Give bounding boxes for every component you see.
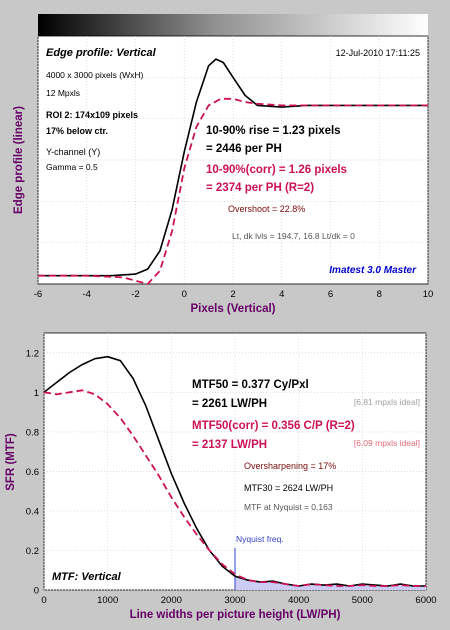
mtf-y-tick-label: 1.2 (26, 348, 39, 359)
mtf-x-axis-label: Line widths per picture height (LW/PH) (130, 609, 341, 621)
mtf50-lwph: = 2261 LW/PH (192, 398, 267, 410)
mtf-x-tick-label: 5000 (352, 595, 373, 606)
edge-x-tick-label: 6 (328, 289, 333, 300)
mtf-y-axis-label: SFR (MTF) (5, 433, 17, 491)
edge-x-tick-label: 0 (182, 289, 187, 300)
mtf-x-tick-label: 0 (41, 595, 46, 606)
edge-x-tick-label: 2 (230, 289, 235, 300)
nyquist-label: Nyquist freq. (236, 534, 284, 544)
mtf-y-tick-label: 1 (34, 388, 39, 399)
edge-x-tick-labels: -6 -4 -2 0 2 4 6 8 10 (34, 289, 434, 300)
edge-date: 12-Jul-2010 17:11:25 (336, 48, 420, 58)
edge-y-axis-label: Edge profile (linear) (13, 106, 25, 214)
mtf-x-tick-label: 3000 (224, 595, 245, 606)
mtf-series-measured (43, 355, 426, 587)
edge-x-tick-label: 4 (279, 289, 284, 300)
oversharpening: Oversharpening = 17% (244, 461, 336, 471)
edge-series-corrected (38, 97, 428, 285)
edge-image-size: 4000 x 3000 pixels (WxH) (46, 70, 143, 80)
mtf50-ideal: [6.81 mpxls ideal] (354, 397, 420, 407)
mtf-x-tick-label: 1000 (97, 595, 118, 606)
edge-channel: Y-channel (Y) (46, 147, 100, 157)
light-dark-levels: Lt, dk lvls = 194.7, 16.8 Lt/dk = 0 (232, 231, 355, 241)
mtf-gridlines (43, 333, 427, 591)
mtf-y-tick-label: 0.6 (26, 467, 39, 478)
edge-x-tick-label: 10 (423, 289, 434, 300)
mtf-series-group (43, 355, 426, 587)
mtf-x-tick-label: 2000 (161, 595, 182, 606)
mtf-y-tick-label: 0 (34, 586, 39, 597)
mtf-chart-title: MTF: Vertical (52, 571, 122, 583)
rise-value: 10-90% rise = 1.23 pixels (206, 125, 341, 137)
edge-roi: ROI 2: 174x109 pixels (46, 110, 138, 120)
mtf50-corr-lwph: = 2137 LW/PH (192, 439, 267, 451)
mtf-tick-labels: 0 1000 2000 3000 4000 5000 6000 0 0.2 0.4 0.6 0.8 1 1… (26, 348, 437, 606)
overshoot: Overshoot = 22.8% (228, 204, 305, 214)
edge-series-group (38, 58, 428, 285)
mtf50-value: MTF50 = 0.377 Cy/Pxl (192, 379, 309, 391)
mtf-y-tick-label: 0.2 (26, 546, 39, 557)
edge-x-tick-label: -4 (83, 289, 91, 300)
edge-gamma: Gamma = 0.5 (46, 162, 98, 172)
edge-gradient-strip (38, 14, 428, 36)
rise-corr-value: 10-90%(corr) = 1.26 pixels (206, 164, 347, 176)
mtf-nyquist-group (234, 548, 426, 590)
rise-per-ph: = 2446 per PH (206, 143, 282, 155)
imatest-brand: Imatest 3.0 Master (329, 265, 417, 276)
mtf-x-tick-label: 6000 (415, 595, 436, 606)
rise-corr-per-ph: = 2374 per PH (R=2) (206, 182, 314, 194)
edge-megapixels: 12 Mpxls (46, 88, 80, 98)
mtf50-corr-value: MTF50(corr) = 0.356 C/P (R=2) (192, 420, 355, 432)
edge-x-tick-label: -6 (34, 289, 42, 300)
mtf-at-nyquist: MTF at Nyquist = 0.163 (244, 502, 333, 512)
nyquist-region (235, 576, 426, 590)
edge-chart-title: Edge profile: Vertical (46, 47, 157, 59)
mtf-x-tick-label: 4000 (288, 595, 309, 606)
edge-x-axis-label: Pixels (Vertical) (190, 303, 275, 315)
mtf-series-corrected (43, 389, 426, 587)
mtf-y-tick-label: 0.4 (26, 506, 39, 517)
edge-x-tick-label: -2 (131, 289, 139, 300)
edge-x-tick-label: 8 (377, 289, 382, 300)
mtf50-corr-ideal: [6.09 mpxls ideal] (354, 438, 420, 448)
mtf30-value: MTF30 = 2624 LW/PH (244, 483, 333, 493)
mtf-y-tick-label: 0.8 (26, 427, 39, 438)
edge-roi-location: 17% below ctr. (46, 126, 108, 136)
